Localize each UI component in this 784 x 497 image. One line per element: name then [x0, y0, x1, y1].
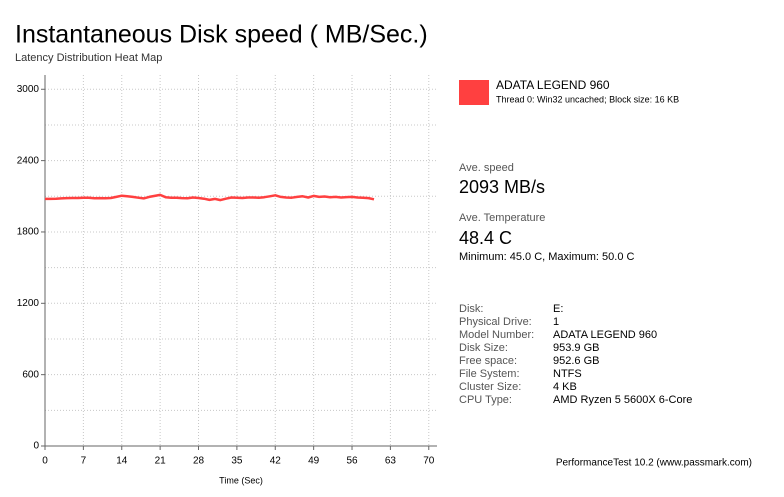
chart-title: Instantaneous Disk speed ( MB/Sec.) [15, 21, 428, 49]
detail-value: ADATA LEGEND 960 [553, 329, 657, 341]
speed-label: Ave. speed [459, 162, 514, 174]
data-line [45, 193, 375, 202]
x-tick-label: 70 [423, 456, 435, 467]
detail-label: Cluster Size: [459, 381, 521, 393]
detail-value: 952.6 GB [553, 355, 599, 367]
chart-subtitle: Latency Distribution Heat Map [15, 52, 162, 64]
legend-swatch [459, 80, 489, 105]
y-tick-label: 3000 [17, 84, 40, 95]
detail-label: File System: [459, 368, 520, 380]
detail-label: Disk: [459, 303, 483, 315]
temp-range: Minimum: 45.0 C, Maximum: 50.0 C [459, 251, 634, 263]
detail-label: Physical Drive: [459, 316, 532, 328]
y-tick-label: 0 [33, 441, 39, 452]
x-tick-label: 56 [346, 456, 358, 467]
detail-value: E: [553, 303, 563, 315]
x-tick-label: 14 [116, 456, 128, 467]
detail-value: 953.9 GB [553, 342, 599, 354]
footer: PerformanceTest 10.2 (www.passmark.com) [556, 458, 752, 469]
speed-value: 2093 MB/s [459, 177, 545, 197]
x-axis-label: Time (Sec) [219, 475, 263, 485]
y-tick-label: 2400 [17, 155, 40, 166]
x-tick-label: 21 [155, 456, 167, 467]
temp-label: Ave. Temperature [459, 212, 545, 224]
detail-label: Free space: [459, 355, 517, 367]
x-tick-label: 49 [308, 456, 320, 467]
detail-label: Model Number: [459, 329, 534, 341]
detail-value: 1 [553, 316, 559, 328]
detail-label: Disk Size: [459, 342, 508, 354]
x-tick-label: 28 [193, 456, 205, 467]
x-tick-label: 63 [385, 456, 397, 467]
detail-value: NTFS [553, 368, 582, 380]
x-tick-label: 35 [231, 456, 243, 467]
detail-label: CPU Type: [459, 394, 512, 406]
x-tick-label: 7 [81, 456, 87, 467]
y-tick-label: 1200 [17, 298, 40, 309]
x-tick-label: 0 [42, 456, 48, 467]
legend-label: ADATA LEGEND 960 [496, 78, 610, 92]
temp-value: 48.4 C [459, 228, 512, 248]
detail-value: 4 KB [553, 381, 577, 393]
x-tick-label: 42 [270, 456, 282, 467]
y-tick-label: 1800 [17, 227, 40, 238]
y-tick-label: 600 [22, 369, 39, 380]
legend-detail: Thread 0: Win32 uncached; Block size: 16… [496, 94, 679, 104]
detail-value: AMD Ryzen 5 5600X 6-Core [553, 394, 692, 406]
